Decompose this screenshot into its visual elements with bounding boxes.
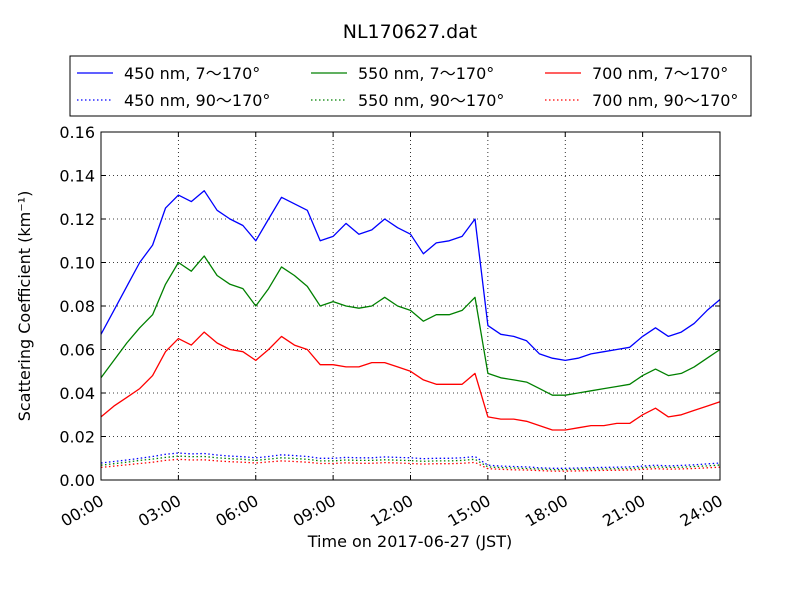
y-tick-label: 0.06	[59, 341, 95, 360]
y-tick-label: 0.16	[59, 123, 95, 142]
series-line-3	[100, 452, 721, 469]
legend-label: 450 nm, 7～170°	[124, 64, 260, 83]
legend-label: 550 nm, 90～170°	[358, 91, 504, 110]
series-lines	[100, 190, 721, 472]
y-tick-label: 0.10	[59, 254, 95, 273]
legend-label: 450 nm, 90～170°	[124, 91, 270, 110]
legend-label: 700 nm, 90～170°	[592, 91, 738, 110]
y-axis-label: Scattering Coefficient (km⁻¹)	[15, 191, 34, 422]
legend-label: 700 nm, 7～170°	[592, 64, 728, 83]
series-line-0	[100, 190, 721, 362]
chart-title: NL170627.dat	[343, 21, 478, 43]
series-line-2	[100, 331, 721, 431]
x-axis-label: Time on 2017-06-27 (JST)	[307, 532, 512, 551]
y-tick-label: 0.08	[59, 297, 95, 316]
y-axis-ticks: 0.00 0.02 0.04 0.06 0.08 0.10 0.12 0.14 0.16	[59, 123, 720, 490]
legend-label: 550 nm, 7～170°	[358, 64, 494, 83]
y-tick-label: 0.04	[59, 384, 95, 403]
legend-box	[69, 55, 752, 117]
legend: 450 nm, 7～170° 450 nm, 90～170° 550 nm, 7～1…	[69, 55, 752, 117]
series-line-1	[100, 255, 721, 396]
y-tick-label: 0.02	[59, 428, 95, 447]
y-tick-label: 0.14	[59, 167, 95, 186]
y-tick-label: 0.00	[59, 471, 95, 490]
y-tick-label: 0.12	[59, 210, 95, 229]
